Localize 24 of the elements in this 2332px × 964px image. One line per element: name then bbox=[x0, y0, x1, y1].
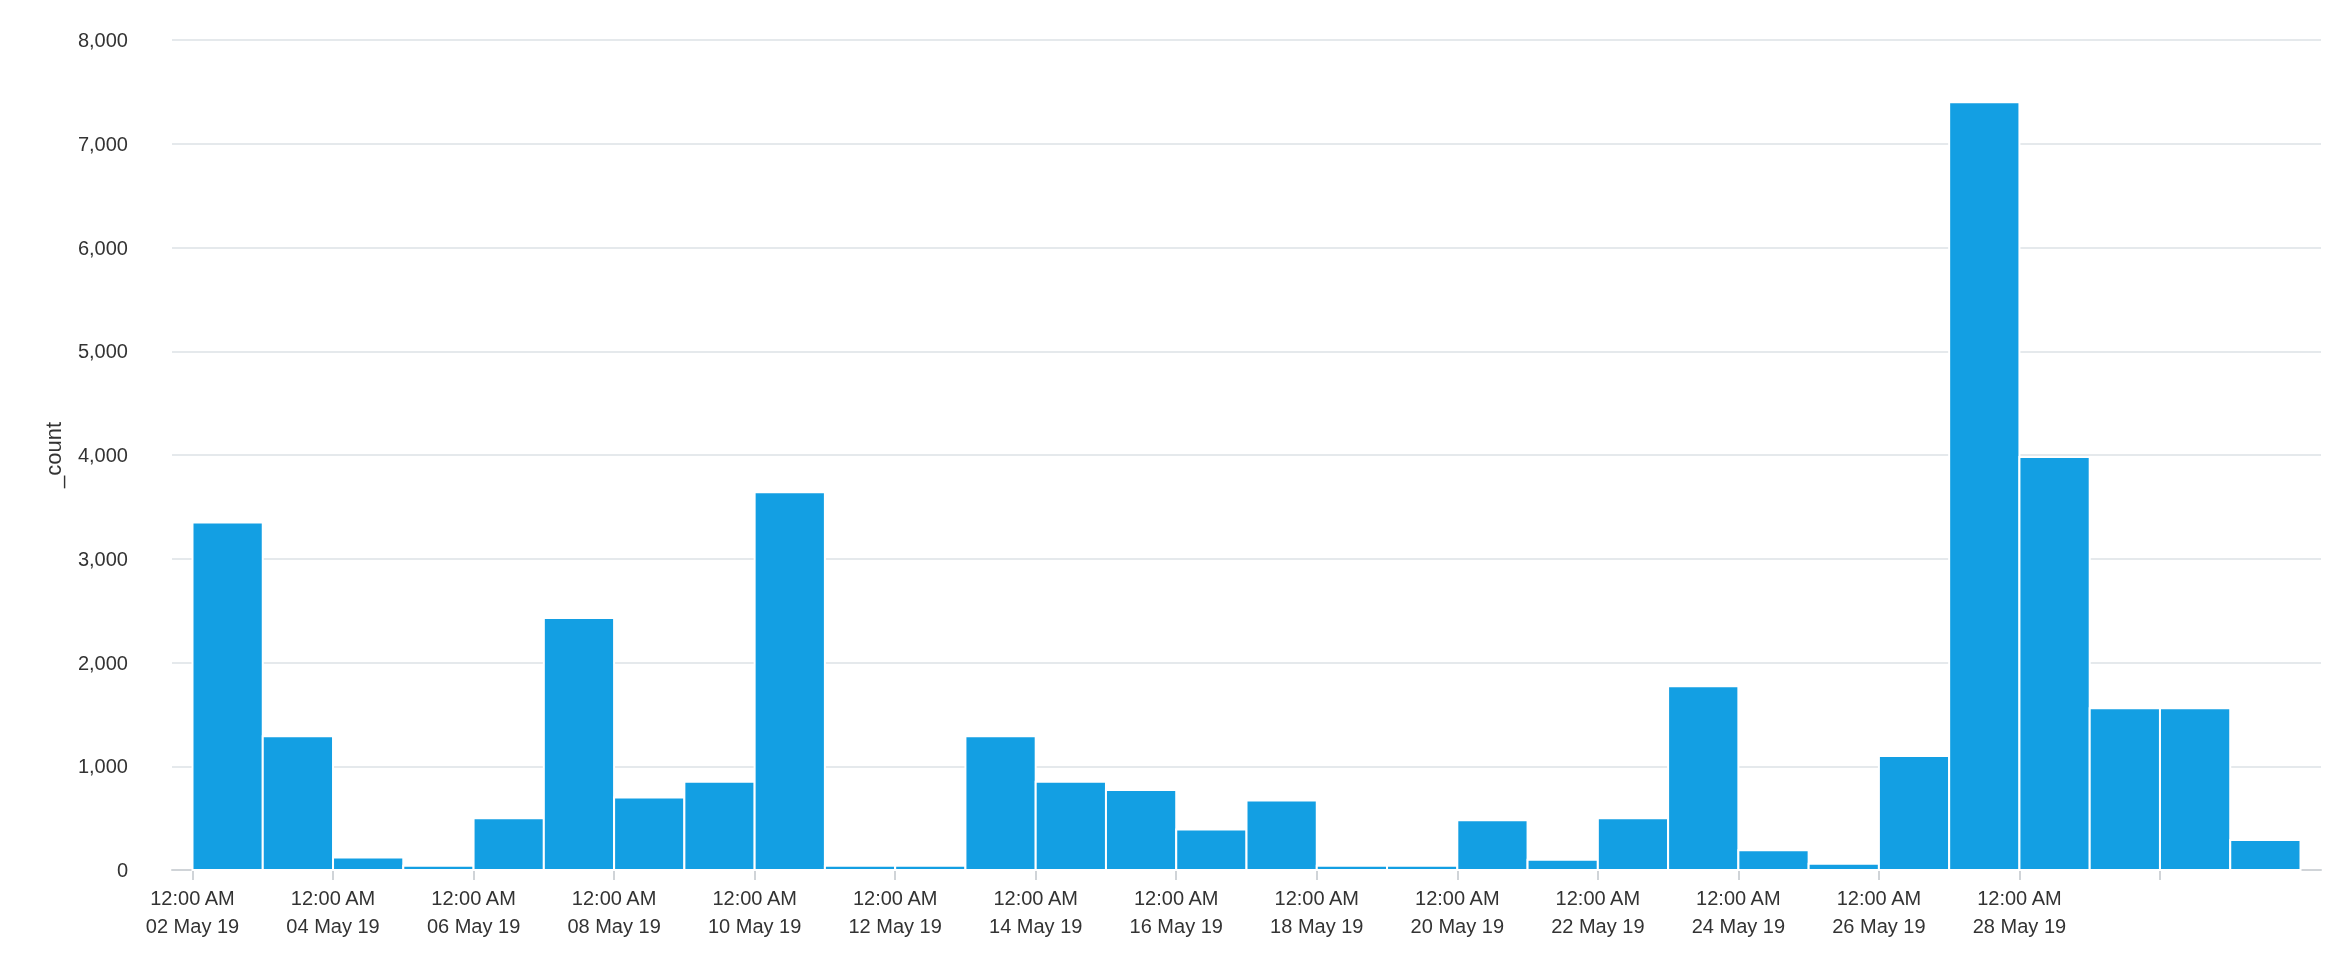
y-tick-label: 6,000 bbox=[77, 236, 128, 259]
x-tick-label: 12:00 AM 16 May 19 bbox=[1129, 887, 1223, 937]
y-tick-label: 0 bbox=[116, 859, 128, 881]
x-tick-label: 12:00 AM 12 May 19 bbox=[848, 887, 942, 937]
y-tick-label: 2,000 bbox=[77, 651, 128, 674]
x-tick-label: 12:00 AM 26 May 19 bbox=[1832, 887, 1926, 937]
x-tick-label: 12:00 AM 22 May 19 bbox=[1551, 887, 1645, 937]
x-tick-label: 12:00 AM 04 May 19 bbox=[286, 887, 380, 937]
y-tick-label: 5,000 bbox=[77, 340, 128, 363]
y-tick-label: 7,000 bbox=[77, 132, 128, 155]
x-tick-label: 12:00 AM 20 May 19 bbox=[1410, 887, 1504, 937]
x-tick-label: 12:00 AM 10 May 19 bbox=[707, 887, 802, 937]
y-tick-label: 4,000 bbox=[77, 444, 128, 466]
x-tick-label: 12:00 AM 28 May 19 bbox=[1972, 887, 2067, 937]
y-axis-title: _count bbox=[40, 421, 66, 490]
x-tick-label: 12:00 AM 06 May 19 bbox=[426, 887, 521, 937]
x-tick-label: 12:00 AM 14 May 19 bbox=[989, 887, 1083, 937]
x-tick-label: 12:00 AM 08 May 19 bbox=[567, 887, 661, 937]
y-tick-label: 3,000 bbox=[77, 547, 128, 570]
y-tick-label: 1,000 bbox=[77, 755, 128, 778]
x-tick-label: 12:00 AM 02 May 19 bbox=[145, 887, 240, 937]
x-tick-label: 12:00 AM 18 May 19 bbox=[1270, 887, 1364, 937]
y-tick-label: 8,000 bbox=[77, 29, 128, 51]
x-tick-label: 12:00 AM 24 May 19 bbox=[1691, 887, 1786, 937]
